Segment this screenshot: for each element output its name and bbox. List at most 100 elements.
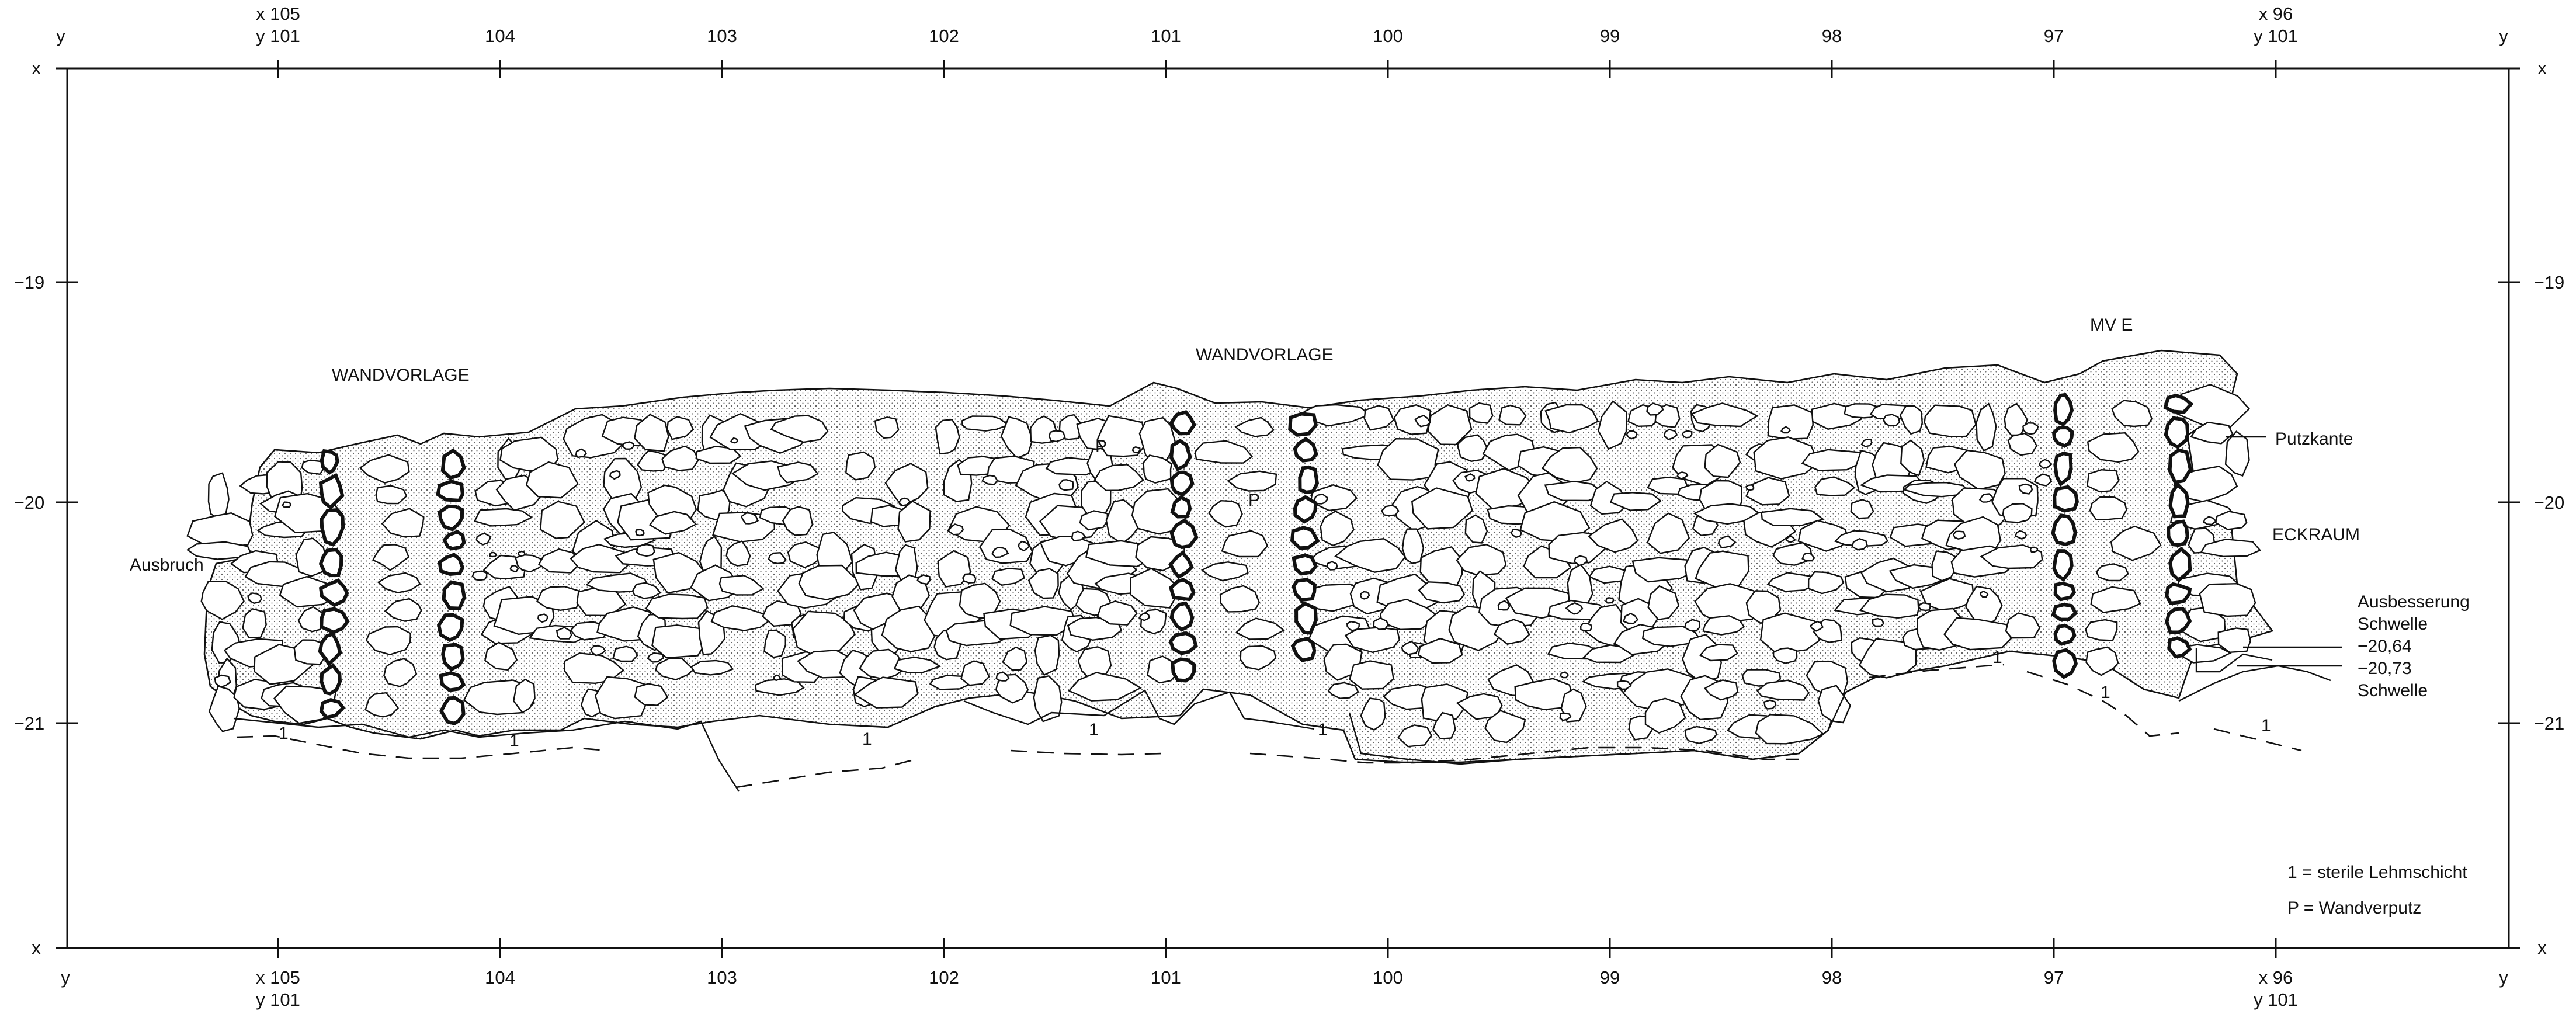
bottom-axis-tick-label: 102 bbox=[929, 967, 959, 988]
pebble bbox=[636, 543, 655, 557]
pebble bbox=[647, 652, 665, 663]
right-axis-tick-label: −20 bbox=[2534, 492, 2565, 513]
pebble bbox=[981, 474, 998, 485]
stone bbox=[651, 624, 707, 659]
facing-stone bbox=[2053, 393, 2074, 427]
pebble bbox=[1763, 699, 1777, 710]
facing-stone bbox=[320, 508, 345, 547]
facing-stone bbox=[318, 473, 345, 510]
stone bbox=[1143, 454, 1172, 484]
stone bbox=[995, 673, 1029, 704]
pebble bbox=[1510, 529, 1522, 538]
facing-stone bbox=[1169, 470, 1195, 497]
stone bbox=[594, 676, 648, 720]
pebble bbox=[1018, 540, 1030, 551]
stone bbox=[1544, 404, 1599, 434]
stone bbox=[207, 472, 230, 520]
pebble bbox=[1676, 471, 1689, 480]
top-axis-tick-label: y 101 bbox=[256, 26, 300, 46]
label-ausbesserung: Ausbesserung bbox=[2358, 592, 2470, 612]
stone bbox=[1924, 404, 1977, 438]
stone bbox=[1756, 679, 1810, 701]
core-stone bbox=[381, 508, 425, 538]
stone bbox=[881, 605, 938, 652]
pebble bbox=[1801, 553, 1815, 562]
pebble bbox=[1565, 602, 1584, 615]
stone bbox=[1767, 404, 1814, 440]
label-mv-e: MV E bbox=[2090, 315, 2133, 335]
pebble bbox=[1745, 484, 1755, 491]
marker-wandverputz: P bbox=[1095, 437, 1107, 456]
core-stone bbox=[1194, 440, 1254, 464]
pebble bbox=[1851, 537, 1868, 551]
pebble bbox=[1605, 597, 1615, 604]
stone bbox=[1129, 568, 1181, 609]
stone bbox=[1797, 519, 1849, 552]
marker-sterile-layer: 1 bbox=[1992, 648, 2002, 667]
stone bbox=[845, 451, 876, 481]
pebble bbox=[1138, 612, 1151, 621]
pebble bbox=[1646, 402, 1664, 416]
stone bbox=[777, 461, 819, 484]
pebble bbox=[947, 523, 964, 536]
top-axis-tick-label: y 101 bbox=[2254, 26, 2298, 46]
stone bbox=[1327, 682, 1359, 699]
facing-stone bbox=[2165, 582, 2192, 605]
facing-stone bbox=[438, 553, 465, 577]
facing-stone bbox=[438, 504, 464, 532]
corner-x-bottom-left: x bbox=[32, 937, 41, 958]
stone bbox=[690, 659, 734, 676]
stone bbox=[1093, 464, 1145, 492]
core-stone bbox=[2095, 563, 2129, 582]
stone bbox=[631, 582, 662, 599]
stone bbox=[1514, 678, 1574, 711]
marker-sterile-layer: 1 bbox=[509, 731, 519, 751]
stone bbox=[2224, 430, 2250, 477]
stone bbox=[1899, 405, 1924, 435]
stone bbox=[2214, 511, 2248, 530]
stone bbox=[1401, 528, 1425, 564]
facing-stone bbox=[2163, 393, 2194, 415]
bottom-axis-tick-label: 103 bbox=[707, 967, 737, 988]
facing-stone bbox=[2165, 607, 2192, 634]
stone bbox=[564, 652, 624, 685]
stone bbox=[1000, 416, 1033, 459]
core-stone bbox=[2111, 400, 2153, 428]
stone bbox=[1380, 598, 1439, 631]
core-stone bbox=[359, 454, 410, 484]
stone bbox=[1456, 434, 1489, 462]
stone bbox=[1644, 697, 1686, 734]
stone bbox=[2190, 421, 2234, 445]
stone bbox=[484, 641, 518, 671]
stone bbox=[1814, 476, 1856, 496]
pebble bbox=[575, 448, 587, 459]
legend-sterile-layer: 1 = sterile Lehmschicht bbox=[2287, 863, 2467, 882]
facing-stone bbox=[2167, 636, 2192, 659]
facing-stone bbox=[318, 631, 342, 667]
marker-sterile-layer: 1 bbox=[2101, 683, 2110, 702]
stone bbox=[634, 414, 669, 452]
facing-stone bbox=[2168, 547, 2192, 582]
pebble bbox=[1346, 620, 1360, 631]
pebble bbox=[1464, 473, 1476, 482]
facing-stone bbox=[436, 479, 464, 503]
pebble bbox=[1663, 429, 1678, 440]
pebble bbox=[518, 550, 526, 557]
core-stone bbox=[2110, 525, 2162, 561]
stone bbox=[242, 607, 267, 639]
pebble bbox=[1359, 591, 1370, 600]
stone bbox=[515, 554, 544, 573]
core-stone bbox=[377, 572, 421, 593]
stone bbox=[645, 593, 709, 620]
stone bbox=[1027, 568, 1059, 599]
pebble bbox=[1414, 415, 1431, 428]
stone bbox=[1631, 557, 1694, 583]
stone bbox=[648, 511, 697, 535]
bottom-axis-tick-label: 97 bbox=[2044, 967, 2064, 988]
stone bbox=[1105, 499, 1140, 545]
corner-y-bottom-left: y bbox=[61, 967, 70, 988]
pebble bbox=[1048, 430, 1066, 443]
stone bbox=[893, 656, 942, 673]
stone bbox=[798, 564, 862, 600]
stone bbox=[186, 541, 252, 560]
